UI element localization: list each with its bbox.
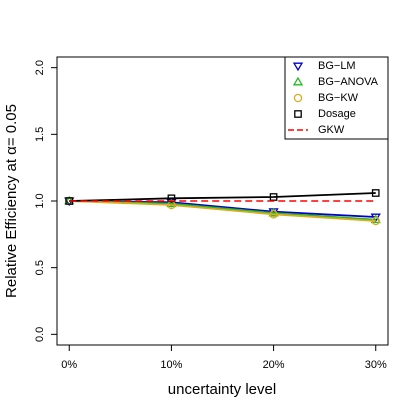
y-tick-label: 0.0 [34,327,46,342]
x-tick-label: 10% [160,359,182,371]
legend-label: BG−KW [318,92,359,104]
legend-swatch [292,76,304,86]
x-tick-label: 20% [263,359,285,371]
x-tick-label: 30% [365,359,387,371]
y-tick-label: 2.0 [34,60,46,75]
y-tick-label: 0.5 [34,260,46,275]
y-tick-label: 1.5 [34,127,46,142]
legend-swatch [294,110,302,118]
point [370,214,381,224]
series-line [69,192,376,202]
legend-label: Dosage [318,108,356,120]
x-axis-label: uncertainty level [168,381,276,398]
legend-label: BG−ANOVA [318,76,379,88]
x-tick-label: 0% [61,359,77,371]
point [371,216,380,226]
point [269,210,278,219]
series-line [69,200,376,222]
legend-swatch [293,93,303,103]
point [371,189,380,197]
legend-label: BG−LM [318,60,356,72]
legend-swatch [292,62,304,72]
legend-label: GKW [318,124,345,136]
point [268,207,279,217]
y-axis-label: Relative Efficiency at α= 0.05 [3,104,20,298]
point [166,198,177,208]
y-tick-label: 1.0 [34,193,46,208]
